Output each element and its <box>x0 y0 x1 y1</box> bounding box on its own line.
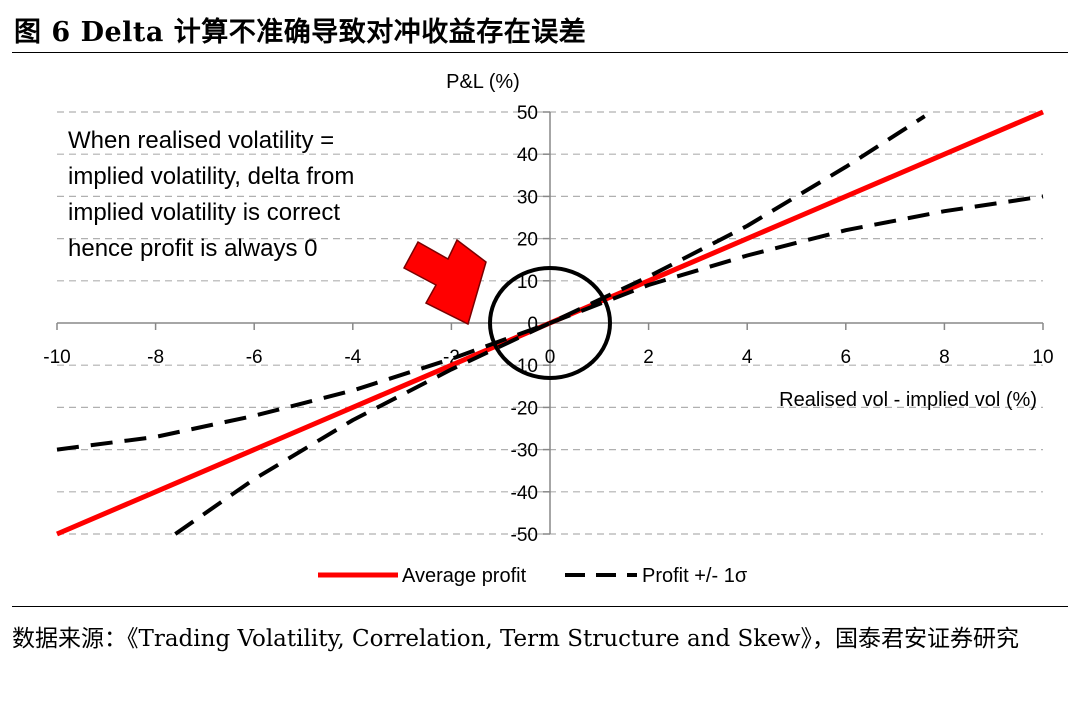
x-tick-label: 2 <box>643 347 654 368</box>
y-tick-label: -10 <box>511 356 538 377</box>
series-profit-band-1 <box>174 114 926 536</box>
y-tick-label: 20 <box>517 230 538 251</box>
x-tick-label: -8 <box>147 347 164 368</box>
series-profit-band-2 <box>56 194 1044 452</box>
source-rule <box>12 606 1068 607</box>
series-lines <box>56 109 1044 537</box>
pnl-line-chart: -10 -8 -6 -4 -2 0 2 4 6 8 1050403020100-10-20-30-4… <box>43 71 1053 587</box>
x-tick-label: 4 <box>742 347 753 368</box>
y-tick-label: 0 <box>527 314 538 335</box>
y-tick-label: -30 <box>511 441 538 462</box>
y-tick-label: 50 <box>517 103 538 124</box>
x-tick-label: -4 <box>344 347 361 368</box>
x-tick-label: 0 <box>545 347 556 368</box>
annotation-text-line: When realised volatility = <box>68 127 334 154</box>
y-tick-label: 30 <box>517 187 538 208</box>
y-tick-label: -20 <box>511 398 538 419</box>
x-tick-label: -10 <box>43 347 70 368</box>
y-axis-label: P&L (%) <box>446 71 520 93</box>
y-tick-label: -40 <box>511 483 538 504</box>
x-tick-label: 6 <box>841 347 852 368</box>
annotation-text-line: hence profit is always 0 <box>68 235 317 262</box>
annotation-text-line: implied volatility, delta from <box>68 163 354 190</box>
title-rule <box>12 52 1068 53</box>
x-tick-label: 10 <box>1032 347 1053 368</box>
legend-label-average: Average profit <box>402 565 527 587</box>
annotation-text-line: implied volatility is correct <box>68 199 340 226</box>
x-axis-label: Realised vol - implied vol (%) <box>779 389 1037 411</box>
callout-arrow <box>402 238 487 326</box>
annotations: When realised volatility = implied volati… <box>68 127 612 380</box>
origin-highlight-circle <box>488 266 612 380</box>
source-note: 数据来源：《Trading Volatility, Correlation, T… <box>12 626 1019 652</box>
legend-label-profit-band: Profit +/- 1σ <box>642 565 748 587</box>
figure-title: 图 6 Delta 计算不准确导致对冲收益存在误差 <box>14 17 587 48</box>
y-tick-label: 40 <box>517 145 538 166</box>
y-tick-label: 10 <box>517 272 538 293</box>
x-tick-label: -6 <box>246 347 263 368</box>
x-tick-label: 8 <box>939 347 950 368</box>
legend: Average profit Profit +/- 1σ <box>318 565 748 587</box>
y-tick-label: -50 <box>511 525 538 546</box>
